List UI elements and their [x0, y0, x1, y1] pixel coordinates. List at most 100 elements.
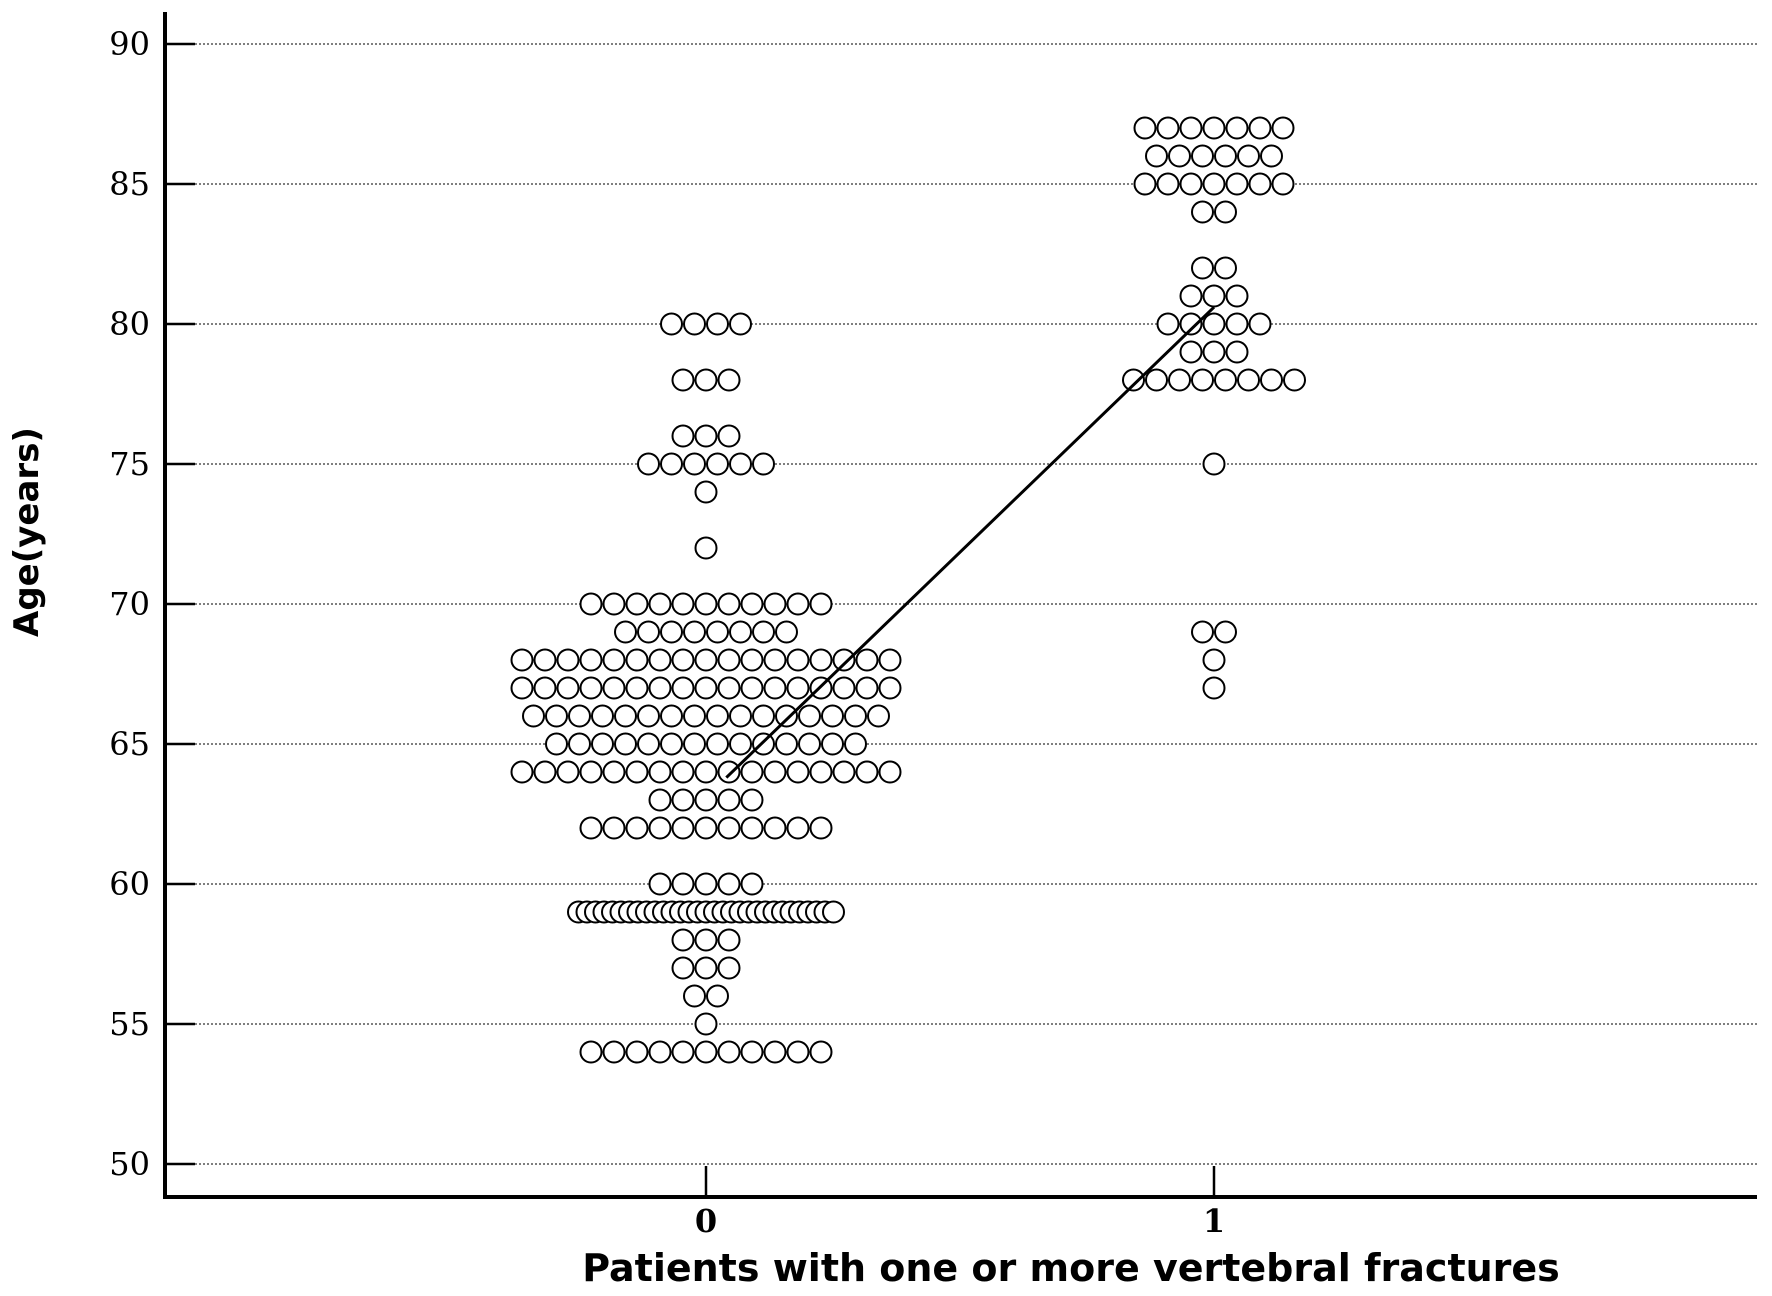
data-point	[533, 760, 557, 784]
data-point	[763, 676, 787, 700]
data-point	[602, 816, 626, 840]
y-axis-title: Age(years)	[7, 427, 47, 637]
data-point	[740, 760, 764, 784]
data-point	[855, 676, 879, 700]
data-point	[671, 676, 695, 700]
data-point	[717, 368, 741, 392]
data-point	[1214, 620, 1237, 644]
data-point	[671, 816, 695, 840]
data-point	[1248, 172, 1272, 196]
data-point	[752, 704, 775, 728]
data-point	[660, 704, 683, 728]
data-point	[637, 732, 660, 756]
data-point	[1225, 172, 1249, 196]
data-point	[579, 760, 603, 784]
data-point	[855, 648, 879, 672]
data-point	[694, 592, 718, 616]
data-point	[867, 704, 890, 728]
data-point	[786, 592, 810, 616]
data-point	[694, 956, 718, 980]
data-point	[1271, 116, 1295, 140]
data-point	[694, 816, 718, 840]
data-point	[1271, 172, 1295, 196]
data-point	[809, 816, 833, 840]
data-point	[614, 620, 637, 644]
data-point	[545, 732, 568, 756]
y-tick-label-85: 85	[109, 165, 150, 203]
data-point	[1202, 172, 1226, 196]
data-point	[671, 928, 695, 952]
data-point	[809, 760, 833, 784]
data-point	[717, 788, 741, 812]
data-point	[706, 704, 729, 728]
data-point	[1202, 312, 1226, 336]
data-point	[671, 648, 695, 672]
data-point	[1133, 172, 1157, 196]
data-point	[683, 620, 706, 644]
data-point	[1202, 676, 1226, 700]
data-point	[717, 816, 741, 840]
data-point	[706, 984, 729, 1008]
data-point	[1214, 200, 1237, 224]
data-point	[855, 760, 879, 784]
data-point	[775, 732, 798, 756]
data-point	[1191, 200, 1214, 224]
data-point	[763, 816, 787, 840]
data-point	[1191, 256, 1214, 280]
data-point	[1202, 116, 1226, 140]
data-point	[1214, 256, 1237, 280]
data-point	[683, 452, 706, 476]
data-point	[660, 732, 683, 756]
data-point	[729, 620, 752, 644]
data-point	[579, 1040, 603, 1064]
data-point	[752, 452, 775, 476]
data-point	[706, 312, 729, 336]
data-point	[1214, 368, 1237, 392]
data-point	[821, 732, 844, 756]
axes	[163, 12, 1757, 1199]
data-point	[637, 452, 660, 476]
data-point	[625, 760, 649, 784]
data-point	[786, 648, 810, 672]
data-point	[706, 452, 729, 476]
data-point	[1225, 340, 1249, 364]
data-point	[809, 592, 833, 616]
data-point	[717, 676, 741, 700]
data-point	[694, 928, 718, 952]
data-point	[533, 676, 557, 700]
data-point	[602, 676, 626, 700]
x-tick-label-0: 0	[695, 1202, 717, 1240]
data-point	[510, 760, 534, 784]
data-point	[775, 620, 798, 644]
x-axis-title: Patients with one or more vertebral frac…	[582, 1246, 1560, 1290]
data-point	[1202, 452, 1226, 476]
data-point	[1179, 172, 1203, 196]
data-point	[1191, 144, 1214, 168]
data-point	[729, 732, 752, 756]
data-point	[1145, 144, 1168, 168]
data-point	[1156, 172, 1180, 196]
data-point	[1260, 368, 1283, 392]
data-point	[729, 312, 752, 336]
data-points	[510, 116, 1306, 1064]
data-point	[602, 648, 626, 672]
data-point	[648, 592, 672, 616]
data-point	[568, 732, 591, 756]
data-point	[694, 1040, 718, 1064]
data-point	[1260, 144, 1283, 168]
data-point	[602, 760, 626, 784]
data-point	[637, 620, 660, 644]
data-point	[602, 592, 626, 616]
data-point	[1179, 284, 1203, 308]
data-point	[1179, 312, 1203, 336]
data-point	[671, 760, 695, 784]
data-point	[556, 760, 580, 784]
data-point	[625, 648, 649, 672]
data-point	[706, 620, 729, 644]
data-point	[625, 592, 649, 616]
data-point	[660, 452, 683, 476]
data-point	[775, 704, 798, 728]
data-point	[729, 452, 752, 476]
data-point	[694, 368, 718, 392]
